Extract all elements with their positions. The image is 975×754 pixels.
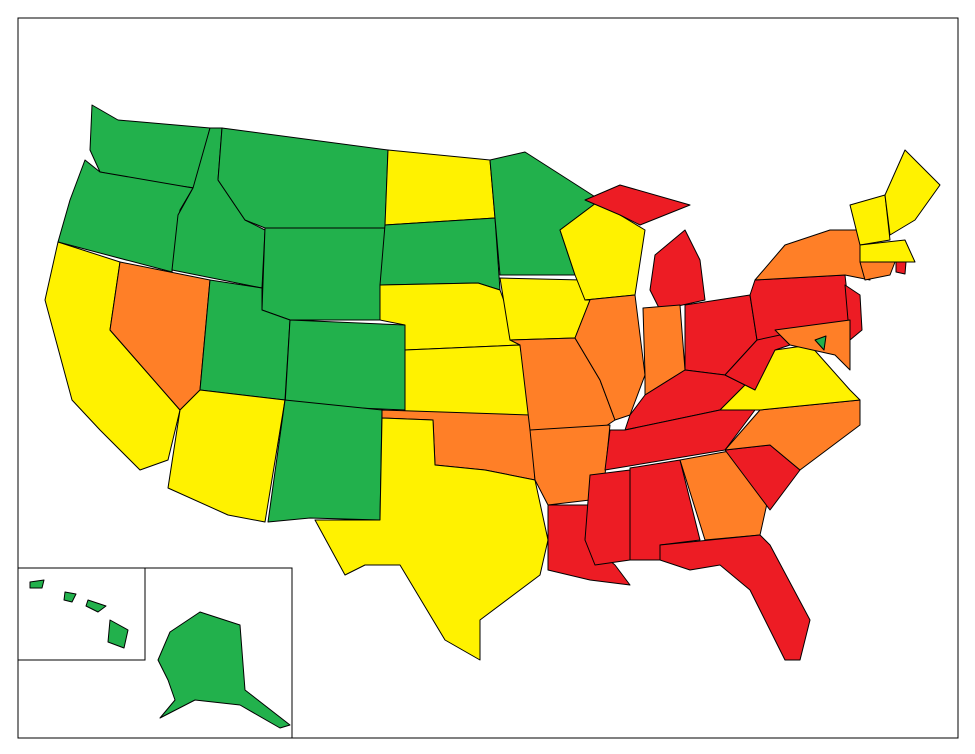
- state: [284, 319, 406, 411]
- state: [314, 417, 549, 661]
- state: [895, 261, 907, 275]
- state: [63, 591, 77, 603]
- inset-frame: [18, 567, 293, 738]
- state: [85, 599, 107, 613]
- state: [774, 319, 851, 371]
- states: [29, 104, 941, 729]
- state: [404, 344, 531, 416]
- state: [107, 619, 129, 649]
- state: [499, 277, 591, 341]
- inset-border: [18, 568, 146, 661]
- state: [814, 335, 827, 351]
- state: [849, 194, 891, 246]
- state: [29, 579, 45, 589]
- state: [384, 149, 496, 226]
- state: [574, 294, 646, 421]
- state: [859, 239, 916, 263]
- state: [379, 217, 501, 291]
- state: [584, 469, 631, 566]
- state: [859, 261, 896, 281]
- state: [584, 184, 691, 226]
- state: [884, 149, 941, 236]
- state: [157, 611, 291, 729]
- inset-border: [18, 567, 293, 738]
- state: [649, 229, 706, 311]
- state: [659, 534, 811, 661]
- state: [261, 227, 386, 321]
- state: [267, 399, 383, 523]
